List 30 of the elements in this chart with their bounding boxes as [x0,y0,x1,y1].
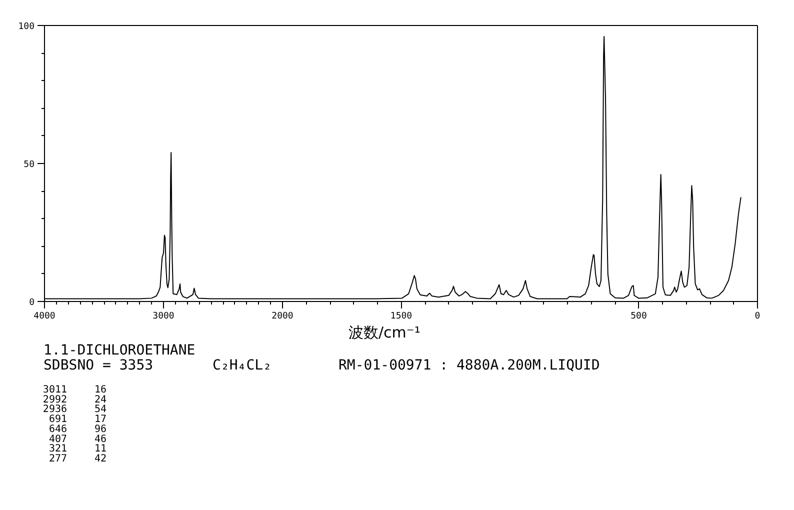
text: 54 [94,404,107,416]
text: 407 [48,434,67,445]
x-tick-label: 2000 [272,312,294,322]
text: RM-01-00971 : 4880A.200M.LIQUID [338,358,600,374]
text: 96 [94,424,107,435]
text: 16 [94,384,107,396]
text: 2936 [42,404,68,416]
text: 17 [94,414,107,426]
text: 11 [94,444,107,455]
y-tick-label: 50 [24,160,35,170]
text: 46 [94,434,107,445]
y-tick-label: 100 [18,22,35,32]
text: 24 [94,394,107,406]
text: SDBSNO = 3353 [44,358,154,374]
text: C₂H₄CL₂ [212,358,272,374]
text: 1.1-DICHLOROETHANE [44,342,196,358]
text: 691 [48,414,67,426]
x-axis-title: 波数/cm⁻¹ [348,324,420,342]
text: 42 [94,454,107,465]
x-tick-label: 4000 [34,312,56,322]
x-tick-label: 500 [630,312,647,322]
text: 646 [48,424,67,435]
text: 3011 [42,384,68,396]
text: 277 [48,454,67,465]
text: 2992 [42,394,68,406]
text: 321 [48,444,67,455]
y-tick-label: 0 [29,298,35,308]
x-tick-label: 3000 [152,312,174,322]
x-tick-label: 1500 [390,312,412,322]
x-tick-label: 0 [754,312,760,322]
